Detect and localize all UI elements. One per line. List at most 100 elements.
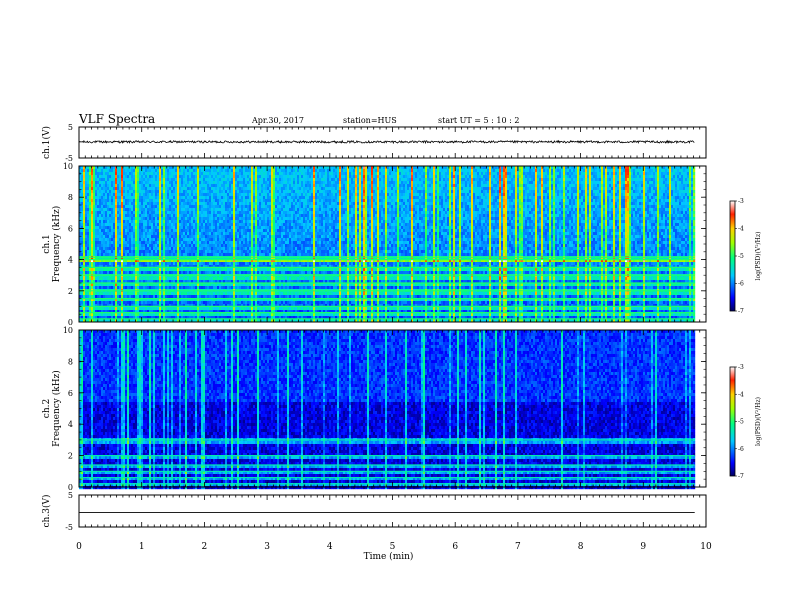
spectrogram-cell	[453, 184, 455, 187]
spectrogram-cell	[339, 202, 341, 205]
spectrogram-cell	[195, 187, 197, 190]
spectrogram-cell	[501, 193, 503, 196]
spectrogram-cell	[513, 193, 515, 196]
spectrogram-cell	[597, 205, 599, 208]
spectrogram-cell	[229, 184, 231, 187]
spectrogram-cell	[419, 190, 421, 193]
spectrogram-cell	[543, 205, 545, 208]
spectrogram-cell	[371, 208, 373, 211]
spectrogram-cell	[457, 190, 459, 193]
spectrogram-cell	[437, 199, 439, 202]
spectrogram-cell	[201, 202, 203, 205]
spectrogram-cell	[129, 178, 131, 181]
spectrogram-cell	[509, 181, 511, 184]
spectrogram-cell	[249, 178, 251, 181]
spectrogram-cell	[317, 169, 319, 172]
spectrogram-cell	[597, 193, 599, 196]
spectrogram-cell	[189, 202, 191, 205]
spectrogram-cell	[475, 169, 477, 172]
spectrogram-cell	[375, 172, 377, 175]
spectrogram-cell	[265, 178, 267, 181]
spectrogram-cell	[155, 190, 157, 193]
spectrogram-cell	[465, 187, 467, 190]
spectrogram-cell	[199, 181, 201, 184]
spectrogram-cell	[299, 190, 301, 193]
spectrogram-cell	[117, 181, 119, 184]
spectrogram-cell	[255, 175, 257, 178]
spectrogram-cell	[501, 169, 503, 172]
spectrogram-cell	[429, 184, 431, 187]
spectrogram-cell	[495, 193, 497, 196]
spectrogram-cell	[665, 169, 667, 172]
spectrogram-cell	[215, 169, 217, 172]
spectrogram-cell	[645, 184, 647, 187]
spectrogram-cell	[215, 199, 217, 202]
spectrogram-cell	[167, 199, 169, 202]
spectrogram-cell	[413, 175, 415, 178]
spectrogram-cell	[521, 208, 523, 211]
spectrogram-cell	[637, 175, 639, 178]
spectrogram-cell	[283, 202, 285, 205]
spectrogram-cell	[391, 196, 393, 199]
spectrogram-cell	[535, 184, 537, 187]
spectrogram-cell	[573, 172, 575, 175]
spectrogram-cell	[601, 196, 603, 199]
spectrogram-cell	[451, 172, 453, 175]
spectrogram-cell	[287, 175, 289, 178]
spectrogram-cell	[333, 211, 335, 214]
spectrogram-cell	[503, 199, 505, 202]
spectrogram-cell	[551, 181, 553, 184]
spectrogram-cell	[269, 172, 271, 175]
spectrogram-cell	[303, 181, 305, 184]
spectrogram-cell	[313, 181, 315, 184]
spectrogram-cell	[355, 175, 357, 178]
spectrogram-cell	[149, 175, 151, 178]
spectrogram-cell	[281, 172, 283, 175]
spectrogram-cell	[175, 175, 177, 178]
spectrogram-cell	[247, 196, 249, 199]
spectrogram-cell	[609, 184, 611, 187]
spectrogram-cell	[251, 175, 253, 178]
spectrogram-cell	[269, 181, 271, 184]
spectrogram-cell	[621, 181, 623, 184]
spectrogram-cell	[307, 178, 309, 181]
spectrogram-cell	[211, 205, 213, 208]
spectrogram-cell	[241, 205, 243, 208]
spectrogram-cell	[139, 175, 141, 178]
spectrogram-cell	[573, 205, 575, 208]
spectrogram-cell	[133, 184, 135, 187]
spectrogram-cell	[249, 202, 251, 205]
spectrogram-cell	[419, 184, 421, 187]
spectrogram-cell	[235, 172, 237, 175]
spectrogram-cell	[241, 199, 243, 202]
spectrogram-cell	[479, 178, 481, 181]
spectrogram-cell	[191, 187, 193, 190]
spectrogram-cell	[243, 187, 245, 190]
spectrogram-cell	[353, 172, 355, 175]
spectrogram-cell	[183, 205, 185, 208]
spectrogram-cell	[519, 178, 521, 181]
spectrogram-cell	[541, 181, 543, 184]
spectrogram-cell	[479, 181, 481, 184]
spectrogram-cell	[315, 193, 317, 196]
spectrogram-cell	[209, 187, 211, 190]
spectrogram-cell	[685, 187, 687, 190]
spectrogram-cell	[629, 193, 631, 196]
spectrogram-cell	[567, 181, 569, 184]
spectrogram-cell	[225, 181, 227, 184]
spectrogram-cell	[421, 178, 423, 181]
spectrogram-cell	[523, 196, 525, 199]
spectrogram-cell	[551, 196, 553, 199]
spectrogram-cell	[629, 175, 631, 178]
spectrogram-cell	[497, 181, 499, 184]
spectrogram-cell	[523, 178, 525, 181]
spectrogram-cell	[175, 205, 177, 208]
spectrogram-cell	[141, 193, 143, 196]
spectrogram-cell	[399, 169, 401, 172]
spectrogram-cell	[155, 181, 157, 184]
spectrogram-cell	[533, 172, 535, 175]
spectrogram-cell	[431, 193, 433, 196]
spectrogram-cell	[645, 169, 647, 172]
spectrogram-cell	[689, 208, 691, 211]
spectrogram-cell	[301, 169, 303, 172]
